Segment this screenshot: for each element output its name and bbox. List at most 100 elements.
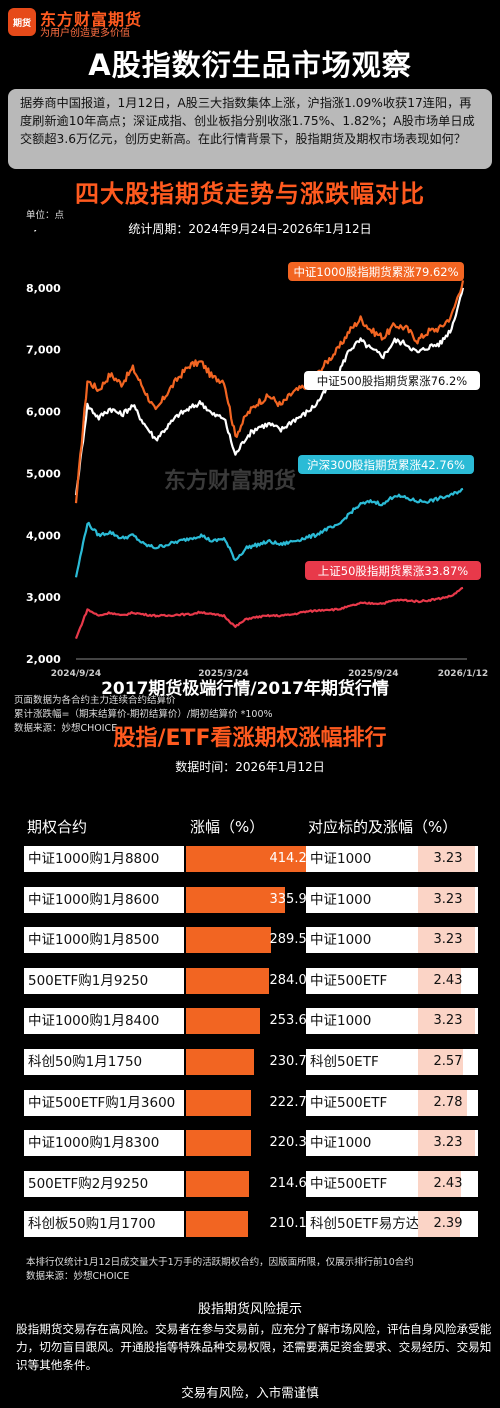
underlying-pct: 2.43: [433, 972, 463, 988]
underlying-bar-cell: 2.39: [418, 1211, 478, 1238]
underlying-bar: [418, 1211, 461, 1238]
underlying-bar: [418, 1130, 475, 1157]
option-contract: 中证1000购1月8600: [24, 886, 184, 913]
x-tick-label: 2024/9/24: [51, 669, 101, 679]
ranking-section-title: 股指/ETF看涨期权涨幅排行: [113, 726, 387, 751]
pct-value: 214.63: [269, 1175, 316, 1191]
option-contract: 中证1000购1月8400: [24, 1008, 184, 1035]
pct-bar-cell: 414.29: [186, 846, 318, 872]
x-tick-label: 2025/3/24: [198, 669, 248, 679]
series-line: [74, 586, 464, 639]
underlying-pct: 3.23: [433, 1135, 463, 1151]
underlying-bar-cell: 2.43: [418, 967, 478, 994]
option-contract: 500ETF购2月9250: [24, 1170, 184, 1197]
series-label: 沪深300股指期货累涨42.76%: [298, 455, 474, 474]
chart-note-2: 累计涨跌幅=（期末结算价-期初结算价）/期初结算价 *100%: [14, 709, 273, 720]
y-tick-label: 4,000: [26, 529, 61, 542]
series-label-text: 中证500股指期货累涨76.2%: [317, 374, 468, 388]
pct-value: 335.90: [269, 891, 316, 907]
series-label: 中证1000股指期货累涨79.62%: [288, 262, 464, 281]
pct-bar: [186, 846, 308, 872]
underlying-name: 中证500ETF: [306, 967, 418, 994]
underlying-name: 中证500ETF: [306, 1089, 418, 1116]
futures-line-chart: 东方财富期货 2,000 3,000 4,000 5,000 6,000 7,000 8,00…: [26, 230, 488, 679]
option-contract: 中证500ETF购1月3600: [24, 1089, 184, 1116]
pct-bar-cell: 222.73: [186, 1089, 318, 1116]
col-header-pct: 涨幅（%）: [190, 818, 265, 836]
x-tick-label: 2026/1/12: [438, 669, 488, 679]
underlying-pct: 2.43: [433, 1175, 463, 1191]
chart-unit-label: 单位：点: [26, 210, 65, 221]
y-tick-label: 3,000: [26, 591, 61, 604]
chart-notes: 页面数据为各合约主力连续合约结算价 累计涨跌幅=（期末结算价-期初结算价）/期初…: [14, 694, 273, 736]
underlying-bar: [418, 967, 461, 994]
underlying-name: 中证1000: [306, 927, 418, 954]
pct-value: 230.77: [269, 1054, 316, 1069]
underlying-name: 中证1000: [306, 1008, 418, 1035]
page-title: A股指数衍生品市场观察: [88, 48, 412, 82]
series-label: 中证500股指期货累涨76.2%: [304, 371, 480, 390]
pct-bar: [186, 1049, 254, 1075]
table-row: 科创50购1月1750 230.77 科创50ETF 2.57: [24, 1049, 478, 1075]
underlying-pct: 2.78: [433, 1094, 463, 1110]
table-row: 500ETF购2月9250 214.63 中证500ETF 2.43: [24, 1170, 478, 1197]
underlying-bar-cell: 3.23: [418, 1008, 478, 1035]
option-contract: 500ETF购1月9250: [24, 967, 184, 994]
table-row: 中证1000购1月8300 220.34 中证1000 3.23: [24, 1130, 478, 1157]
table-row: 科创板50购1月1700 210.15 科创50ETF易方达 2.39: [24, 1211, 478, 1238]
chart-period: 统计周期：2024年9月24日-2026年1月12日: [128, 222, 372, 236]
pct-value: 289.52: [269, 932, 316, 948]
pct-bar-cell: 289.52: [186, 927, 318, 954]
brand-slogan: 为用户创造更多价值: [40, 28, 130, 39]
pct-bar-cell: 253.68: [186, 1008, 318, 1035]
pct-bar: [186, 1170, 249, 1197]
underlying-name: 中证1000: [306, 846, 418, 872]
overlay-headline[interactable]: 2017期货极端行情/2017年期货行情: [101, 679, 389, 699]
underlying-bar: [418, 1170, 461, 1197]
underlying-name: 中证500ETF: [306, 1170, 418, 1197]
underlying-pct: 2.57: [433, 1054, 463, 1069]
underlying-bar: [418, 1049, 464, 1075]
table-row: 中证500ETF购1月3600 222.73 中证500ETF 2.78: [24, 1089, 478, 1116]
y-tick-label: 8,000: [26, 282, 61, 295]
underlying-bar: [418, 846, 475, 872]
option-contract: 中证1000购1月8300: [24, 1130, 184, 1157]
intro-text: 据券商中国报道，1月12日，A股三大指数集体上涨，沪指涨1.09%收获17连阳，…: [8, 89, 492, 169]
underlying-bar-cell: 3.23: [418, 886, 478, 913]
underlying-name: 科创50ETF易方达: [306, 1211, 418, 1238]
ranking-note-2: 数据来源：妙想CHOICE: [26, 1271, 130, 1282]
option-contract: 科创50购1月1750: [24, 1049, 184, 1075]
underlying-bar: [418, 1008, 475, 1035]
table-row: 中证1000购1月8800 414.29 中证1000 3.23: [24, 846, 478, 872]
brand-logo-icon: 期货: [8, 8, 36, 36]
chart-watermark: 东方财富期货: [164, 468, 296, 494]
pct-value: 210.15: [269, 1216, 316, 1232]
table-row: 中证1000购1月8400 253.68 中证1000 3.23: [24, 1008, 478, 1035]
underlying-name: 中证1000: [306, 886, 418, 913]
ranking-notes: 本排行仅统计1月12日成交量大于1万手的活跃期权合约，因版面所限，仅展示排行前1…: [26, 1256, 414, 1284]
pct-bar: [186, 1089, 252, 1116]
underlying-bar: [418, 927, 475, 954]
series-line: [74, 287, 465, 496]
series-line: [74, 487, 464, 578]
underlying-pct: 3.23: [433, 1013, 463, 1029]
option-contract: 中证1000购1月8800: [24, 846, 184, 872]
pct-value: 222.73: [269, 1094, 316, 1110]
pct-bar-cell: 284.00: [186, 967, 318, 994]
pct-bar-cell: 214.63: [186, 1170, 318, 1197]
underlying-name: 中证1000: [306, 1130, 418, 1157]
series-label: 上证50股指期货累涨33.87%: [305, 561, 481, 580]
table-row: 中证1000购1月8600 335.90 中证1000 3.23: [24, 886, 478, 913]
pct-bar-cell: 210.15: [186, 1211, 318, 1238]
underlying-pct: 3.23: [433, 851, 463, 866]
ranking-note-1: 本排行仅统计1月12日成交量大于1万手的活跃期权合约，因版面所限，仅展示排行前1…: [26, 1257, 414, 1268]
pct-bar: [186, 967, 270, 994]
pct-bar: [186, 1211, 248, 1238]
underlying-bar-cell: 3.23: [418, 927, 478, 954]
underlying-bar-cell: 2.78: [418, 1089, 478, 1116]
underlying-pct: 3.23: [433, 932, 463, 948]
y-tick-label: 6,000: [26, 406, 61, 419]
underlying-pct: 2.39: [433, 1216, 463, 1232]
y-tick-label: 7,000: [26, 344, 61, 357]
pct-bar: [186, 927, 271, 954]
